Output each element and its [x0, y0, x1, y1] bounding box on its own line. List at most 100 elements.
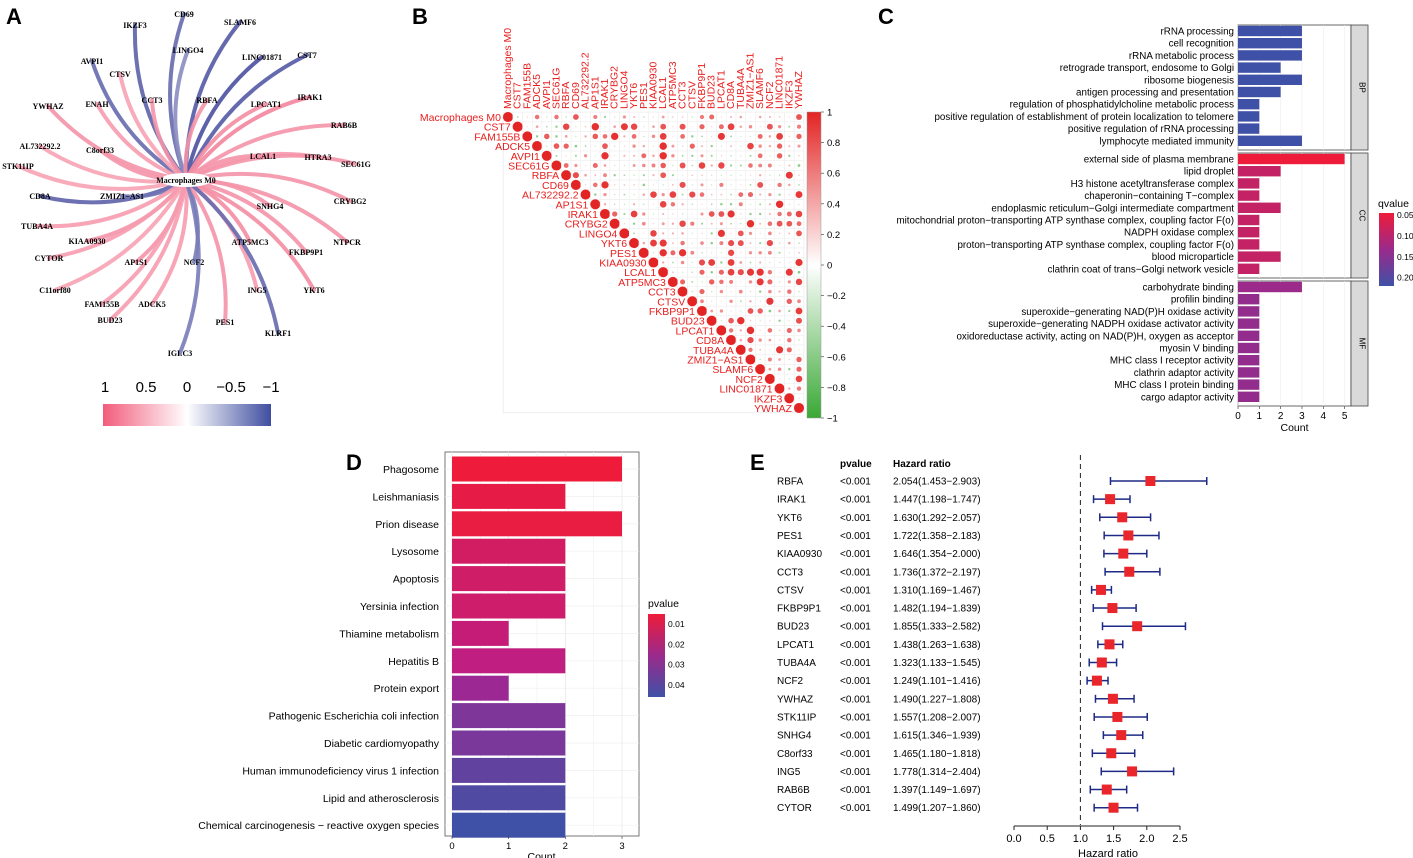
correlation-dot — [768, 367, 772, 371]
correlation-dot — [749, 291, 752, 293]
correlation-dot — [788, 164, 791, 167]
correlation-dot — [555, 154, 558, 157]
correlation-dot — [679, 181, 686, 188]
column-label: PES1 — [638, 82, 650, 109]
go-term-bar — [1238, 25, 1302, 37]
go-term-label: clathrin coat of trans−Golgi network ves… — [1048, 264, 1235, 275]
hazard-ratio-marker — [1127, 766, 1138, 777]
go-term-bar — [1238, 166, 1281, 177]
correlation-dot — [594, 174, 597, 177]
hazard-ratio-marker — [1105, 494, 1116, 505]
row-label: CTSV — [657, 296, 685, 308]
pvalue-label: <0.001 — [840, 585, 871, 596]
correlation-dot — [758, 115, 762, 119]
pathway-bar — [452, 757, 566, 783]
go-term-bar — [1238, 135, 1302, 146]
correlation-dot — [798, 291, 800, 293]
correlation-dot — [728, 240, 735, 247]
row-label: LPCAT1 — [675, 325, 714, 337]
colorbar — [806, 111, 822, 419]
colorbar-tick-label: −0.8 — [827, 383, 846, 394]
correlation-dot — [779, 339, 781, 341]
correlation-dot — [767, 221, 773, 226]
correlation-dot — [749, 212, 752, 216]
correlation-dot — [764, 373, 775, 384]
correlation-dot — [757, 181, 764, 188]
column-label: LINC01871 — [774, 56, 786, 109]
network-edge — [184, 178, 280, 335]
correlation-dot — [769, 261, 771, 264]
correlation-dot — [652, 125, 655, 129]
pathway-bar — [452, 511, 622, 537]
correlation-dot — [535, 135, 539, 138]
legend-tick-label: 0.01 — [668, 619, 685, 629]
pvalue-label: <0.001 — [840, 676, 871, 687]
gene-label: BUD23 — [777, 622, 810, 633]
correlation-dot — [729, 164, 733, 167]
correlation-dot — [735, 344, 746, 355]
legend-color-bar — [648, 614, 665, 697]
go-term-bar — [1238, 74, 1302, 85]
go-term-label: MHC class I receptor activity — [1110, 356, 1234, 367]
correlation-dot — [778, 174, 781, 176]
correlation-dot — [755, 364, 766, 375]
correlation-dot — [759, 203, 762, 206]
hazard-ratio-marker — [1124, 566, 1135, 577]
column-label: FKBP9P1 — [696, 63, 708, 109]
correlation-dot — [660, 172, 667, 179]
network-edge — [118, 72, 188, 182]
column-label: LINGO4 — [618, 70, 630, 109]
pvalue-label: <0.001 — [840, 785, 871, 796]
correlation-dot — [768, 231, 772, 236]
correlation-dot — [778, 309, 781, 313]
correlation-dot — [659, 200, 667, 208]
correlation-dot — [786, 347, 792, 353]
correlation-dot — [797, 144, 801, 148]
correlation-dot — [720, 252, 723, 254]
correlation-dot — [778, 232, 781, 235]
node-label: AP1S1 — [124, 258, 147, 267]
row-label: IKZF3 — [754, 393, 783, 405]
correlation-dot — [795, 317, 803, 324]
go-term-label: lipid droplet — [1184, 167, 1234, 178]
correlation-dot — [691, 164, 694, 167]
correlation-dot — [592, 163, 598, 168]
row-label: LINC01871 — [719, 384, 772, 396]
correlation-dot — [650, 239, 657, 247]
correlation-dot — [592, 133, 599, 140]
network-edge — [173, 48, 190, 182]
correlation-dot — [619, 228, 630, 239]
pathway-label: Human immunodeficiency virus 1 infection — [242, 765, 439, 777]
hazard-ratio-label: 1.447(1.198−1.747) — [893, 495, 981, 506]
node-label: IKZF3 — [123, 21, 147, 30]
correlation-dot — [545, 125, 548, 128]
correlation-dot — [795, 210, 803, 218]
column-label: CCT3 — [677, 81, 689, 109]
correlation-dot — [691, 116, 693, 118]
node-label: YWHAZ — [32, 102, 63, 111]
x-tick-label: 0 — [449, 841, 454, 852]
correlation-dot — [601, 181, 609, 189]
facet-strip — [1350, 152, 1369, 279]
colorbar-tick-label: −1 — [827, 414, 838, 425]
correlation-dot — [796, 386, 802, 391]
correlation-dot — [727, 259, 735, 266]
pathway-bar — [452, 730, 566, 756]
go-term-bar — [1238, 214, 1260, 226]
correlation-dot — [748, 251, 753, 255]
gene-label: TUBA4A — [777, 658, 816, 669]
column-label: AL732292.2 — [580, 52, 592, 109]
node-label: SEC61G — [341, 160, 371, 169]
correlation-dot — [779, 378, 781, 380]
correlation-dot — [570, 179, 581, 190]
correlation-dot — [748, 124, 753, 129]
correlation-dot — [574, 154, 577, 157]
go-term-bar — [1238, 379, 1260, 390]
correlation-dot — [661, 222, 665, 226]
go-term-bar — [1238, 111, 1260, 122]
x-tick-label: 2.5 — [1172, 833, 1187, 845]
correlation-dot — [778, 242, 781, 244]
go-term-label: lymphocyte mediated immunity — [1100, 136, 1235, 147]
correlation-dot — [652, 203, 655, 205]
go-term-bar — [1238, 202, 1281, 213]
